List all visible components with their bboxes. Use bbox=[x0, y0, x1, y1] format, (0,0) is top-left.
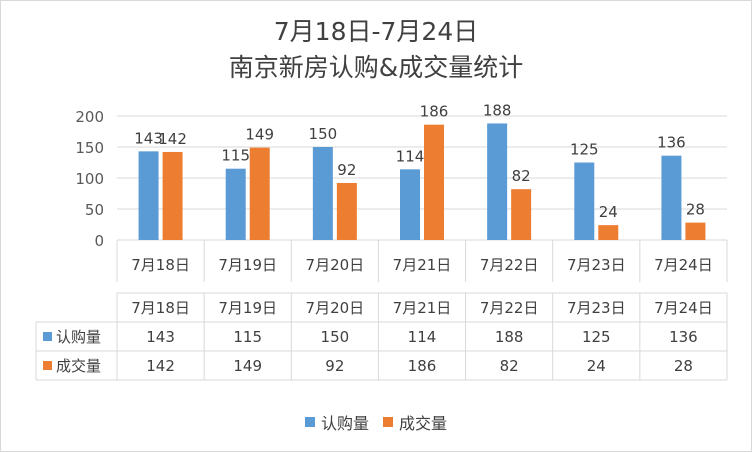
table-value-cell: 28 bbox=[674, 357, 693, 375]
chart-title-line1: 7月18日-7月24日 bbox=[273, 17, 479, 46]
table-value-cell: 186 bbox=[408, 357, 437, 375]
y-tick-label-150: 150 bbox=[75, 139, 104, 157]
bar-series-1 bbox=[138, 151, 159, 240]
bar-series-2 bbox=[598, 225, 619, 240]
bar-series-1 bbox=[312, 147, 333, 240]
legend-item-series-1: 认购量 bbox=[304, 410, 369, 434]
table-value-cell: 114 bbox=[408, 328, 437, 346]
bar-series-1 bbox=[661, 155, 682, 240]
table-row-label-series-1: 认购量 bbox=[56, 328, 101, 346]
table-header-cell: 7月21日 bbox=[393, 299, 452, 317]
bar-series-2 bbox=[424, 124, 444, 240]
data-label-series-2: 92 bbox=[337, 161, 356, 179]
data-label-series-1: 136 bbox=[657, 134, 686, 152]
table-value-cell: 142 bbox=[146, 357, 175, 375]
table-value-cell: 125 bbox=[582, 328, 611, 346]
x-tick-label: 7月23日 bbox=[567, 256, 626, 274]
x-tick-label: 7月20日 bbox=[306, 256, 365, 274]
bar-series-2 bbox=[249, 147, 270, 240]
data-label-series-2: 28 bbox=[686, 201, 705, 219]
x-tick-label: 7月19日 bbox=[218, 256, 277, 274]
data-label-series-1: 114 bbox=[396, 147, 425, 165]
data-label-series-1: 143 bbox=[134, 129, 163, 147]
x-tick-label: 7月22日 bbox=[480, 256, 539, 274]
bar-series-1 bbox=[400, 169, 420, 240]
table-legend-key-series-2 bbox=[43, 361, 52, 370]
legend-swatch-series-1 bbox=[304, 417, 315, 427]
table-value-cell: 149 bbox=[233, 357, 262, 375]
table-header-cell: 7月22日 bbox=[480, 299, 539, 317]
data-label-series-2: 186 bbox=[420, 103, 449, 121]
table-value-cell: 92 bbox=[325, 357, 344, 375]
table-header-cell: 7月18日 bbox=[131, 299, 190, 317]
chart-legend: 认购量 成交量 bbox=[0, 410, 752, 434]
table-header-cell: 7月23日 bbox=[567, 299, 626, 317]
table-header-cell: 7月24日 bbox=[654, 299, 713, 317]
legend-label-series-1: 认购量 bbox=[320, 414, 369, 433]
bar-series-2 bbox=[336, 182, 357, 240]
legend-label-series-2: 成交量 bbox=[399, 414, 448, 433]
y-tick-label-100: 100 bbox=[75, 170, 104, 188]
bar-series-2 bbox=[685, 222, 706, 240]
x-tick-label: 7月24日 bbox=[654, 256, 713, 274]
data-label-series-2: 24 bbox=[599, 203, 618, 221]
data-label-series-2: 82 bbox=[512, 167, 531, 185]
table-row-label-series-2: 成交量 bbox=[56, 357, 101, 375]
bar-series-1 bbox=[574, 162, 595, 240]
table-header-cell: 7月19日 bbox=[218, 299, 277, 317]
table-header-cell: 7月20日 bbox=[306, 299, 365, 317]
table-value-cell: 115 bbox=[233, 328, 262, 346]
x-tick-label: 7月18日 bbox=[131, 256, 190, 274]
y-tick-label-200: 200 bbox=[75, 108, 104, 126]
table-value-cell: 150 bbox=[321, 328, 350, 346]
bar-series-1 bbox=[487, 123, 508, 240]
y-tick-label-50: 50 bbox=[85, 201, 104, 219]
y-tick-label-0: 0 bbox=[94, 232, 104, 250]
data-label-series-2: 149 bbox=[245, 126, 274, 144]
data-label-series-1: 150 bbox=[309, 125, 338, 143]
chart-title-line2: 南京新房认购&成交量统计 bbox=[228, 53, 524, 82]
table-value-cell: 82 bbox=[500, 357, 519, 375]
table-value-cell: 136 bbox=[669, 328, 698, 346]
bar-series-2 bbox=[162, 151, 183, 240]
table-value-cell: 188 bbox=[495, 328, 524, 346]
bar-series-1 bbox=[225, 168, 246, 240]
data-label-series-1: 188 bbox=[483, 101, 512, 119]
data-label-series-1: 115 bbox=[221, 147, 250, 165]
table-legend-key-series-1 bbox=[43, 332, 52, 341]
table-value-cell: 24 bbox=[587, 357, 606, 375]
table-value-cell: 143 bbox=[146, 328, 175, 346]
x-tick-label: 7月21日 bbox=[393, 256, 452, 274]
data-label-series-1: 125 bbox=[570, 141, 599, 159]
data-label-series-2: 142 bbox=[158, 130, 187, 148]
legend-item-series-2: 成交量 bbox=[383, 410, 447, 434]
legend-swatch-series-2 bbox=[383, 417, 393, 427]
bar-series-2 bbox=[511, 189, 532, 240]
